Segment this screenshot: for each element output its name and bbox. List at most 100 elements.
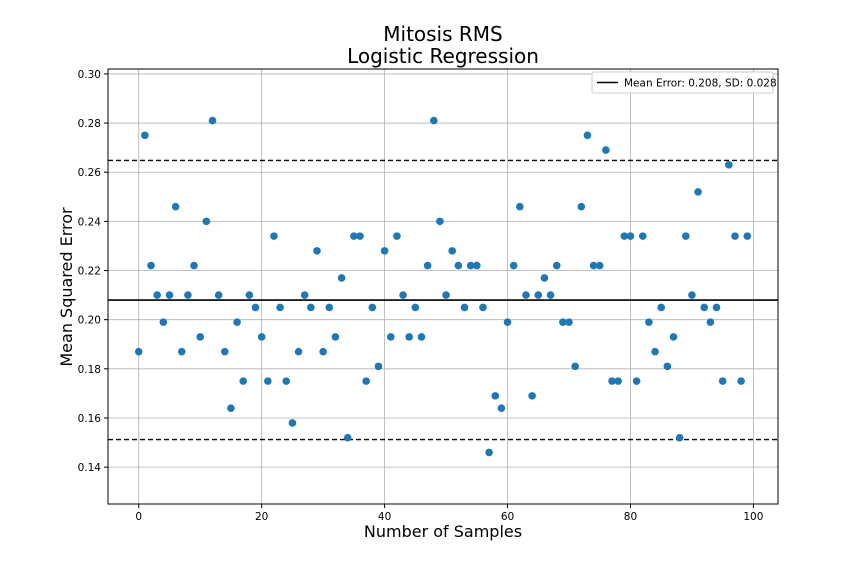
data-point xyxy=(386,333,395,341)
data-point xyxy=(577,202,586,211)
data-point xyxy=(571,362,579,371)
data-point xyxy=(300,291,309,299)
data-point xyxy=(626,232,635,240)
data-point xyxy=(669,333,678,341)
data-point xyxy=(657,303,666,312)
data-point xyxy=(725,161,733,169)
data-point xyxy=(731,232,739,240)
data-point xyxy=(473,261,481,270)
data-point xyxy=(220,347,229,356)
data-point xyxy=(675,433,684,442)
data-point xyxy=(540,274,549,282)
x-axis-label: Number of Samples xyxy=(364,522,522,541)
data-point xyxy=(516,202,524,211)
data-point xyxy=(423,261,432,270)
data-point xyxy=(620,232,629,240)
y-axis-label: Mean Squared Error xyxy=(57,207,76,367)
reference-lines xyxy=(108,159,778,441)
data-point xyxy=(362,377,370,385)
data-point xyxy=(141,131,149,140)
data-point xyxy=(559,318,567,326)
y-tick-label: 0.28 xyxy=(78,118,101,130)
y-tick-label: 0.24 xyxy=(78,216,102,228)
data-point xyxy=(632,377,641,385)
legend: Mean Error: 0.208, SD: 0.028 xyxy=(591,71,777,94)
y-tick-label: 0.20 xyxy=(78,315,101,327)
data-point xyxy=(718,377,727,385)
data-point xyxy=(442,291,450,299)
data-point xyxy=(356,232,364,240)
data-point xyxy=(417,333,426,341)
data-point xyxy=(202,217,211,226)
data-point xyxy=(681,232,690,240)
data-point xyxy=(737,377,745,385)
data-points xyxy=(134,116,752,457)
data-point xyxy=(171,202,180,211)
data-point xyxy=(153,291,161,299)
data-point xyxy=(743,232,752,240)
data-point xyxy=(448,247,457,255)
data-point xyxy=(565,318,573,326)
data-point xyxy=(399,291,407,299)
y-tick-label: 0.16 xyxy=(78,413,102,425)
data-point xyxy=(214,291,223,299)
data-point xyxy=(227,404,235,412)
data-point xyxy=(552,261,561,270)
data-point xyxy=(165,291,174,299)
data-point xyxy=(694,188,702,196)
data-point xyxy=(688,291,696,299)
data-point xyxy=(147,261,155,270)
data-point xyxy=(608,377,616,385)
data-point xyxy=(282,377,291,385)
x-tick-label: 60 xyxy=(501,511,514,523)
data-point xyxy=(393,232,401,240)
data-point xyxy=(712,303,721,312)
data-point xyxy=(638,232,647,240)
data-point xyxy=(528,392,536,400)
data-point xyxy=(331,333,340,341)
y-tick-label: 0.18 xyxy=(78,364,101,376)
data-point xyxy=(184,291,192,299)
data-point xyxy=(651,347,659,356)
plot-frame xyxy=(107,68,779,505)
data-point xyxy=(503,318,512,326)
chart-title-line2: Logistic Regression xyxy=(347,44,539,68)
data-point xyxy=(479,303,487,312)
data-point xyxy=(343,433,352,442)
data-point xyxy=(706,318,715,326)
x-tick-label: 0 xyxy=(135,511,142,523)
data-point xyxy=(380,247,389,255)
data-point xyxy=(208,116,217,125)
data-point xyxy=(700,303,709,312)
data-point xyxy=(485,448,493,457)
data-point xyxy=(509,261,518,270)
data-point xyxy=(663,362,672,371)
data-point xyxy=(466,261,475,270)
data-point xyxy=(251,303,260,312)
data-point xyxy=(233,318,241,326)
y-tick-label: 0.26 xyxy=(78,167,102,179)
x-tick-label: 80 xyxy=(624,511,637,523)
data-point xyxy=(276,303,284,312)
data-point xyxy=(429,116,438,125)
data-point xyxy=(307,303,315,312)
data-point xyxy=(313,247,321,255)
y-axis-ticks: 0.14 0.16 0.18 0.20 0.22 0.24 0.26 0.28 0.30 xyxy=(78,69,108,474)
data-point xyxy=(411,303,420,312)
data-point xyxy=(245,291,254,299)
legend-label-mean: Mean Error: 0.208, SD: 0.028 xyxy=(624,78,777,90)
data-point xyxy=(190,261,198,270)
data-point xyxy=(159,318,168,326)
y-tick-label: 0.30 xyxy=(78,69,101,81)
data-point xyxy=(368,303,377,312)
data-point xyxy=(337,274,346,282)
data-point xyxy=(288,419,297,427)
data-point xyxy=(454,261,463,270)
data-point xyxy=(134,347,143,356)
grid xyxy=(108,69,778,504)
chart-title-line1: Mitosis RMS xyxy=(383,22,503,46)
x-axis-ticks: 0 20 40 60 80 100 xyxy=(135,504,763,523)
data-point xyxy=(491,392,500,400)
data-point xyxy=(196,333,205,341)
